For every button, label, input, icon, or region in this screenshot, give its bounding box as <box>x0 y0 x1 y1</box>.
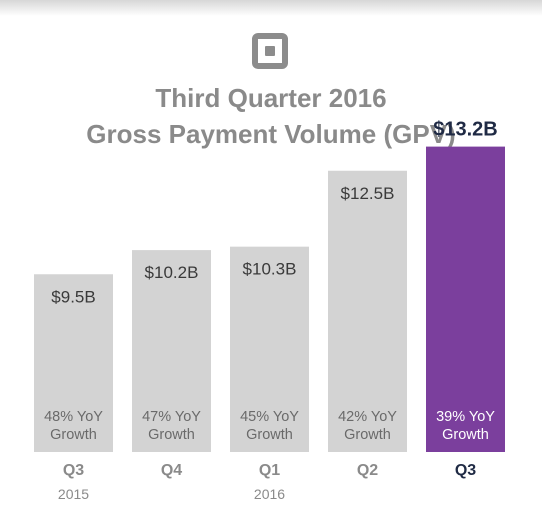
x-year-label-3: 2016 <box>254 486 285 502</box>
chart-title-line-1: Third Quarter 2016 <box>155 83 387 113</box>
bar-growth-label-3-line-1: 45% YoY <box>240 409 299 425</box>
bar-growth-label-2-line-2: Growth <box>148 427 195 443</box>
bar-value-label-2: $10.2B <box>145 263 199 282</box>
x-tick-label-2: Q4 <box>161 462 182 479</box>
x-tick-label-4: Q2 <box>357 462 378 479</box>
x-tick-label-3: Q1 <box>259 462 280 479</box>
bar-5 <box>426 146 505 452</box>
chart-title-line-2: Gross Payment Volume (GPV) <box>86 119 456 149</box>
bar-value-label-3: $10.3B <box>243 260 297 279</box>
bar-2 <box>132 250 211 452</box>
x-year-label-1: 2015 <box>58 486 89 502</box>
bar-growth-label-2-line-1: 47% YoY <box>142 409 201 425</box>
bar-value-label-4: $12.5B <box>341 184 395 203</box>
bar-growth-label-3-line-2: Growth <box>246 427 293 443</box>
bar-3 <box>230 246 309 452</box>
x-tick-label-5: Q3 <box>455 462 476 479</box>
square-logo-inner <box>265 46 275 56</box>
bar-growth-label-1-line-1: 48% YoY <box>44 409 103 425</box>
square-logo-icon <box>252 33 288 69</box>
bar-growth-label-4-line-2: Growth <box>344 427 391 443</box>
bar-value-label-5: $13.2B <box>433 119 498 141</box>
top-shadow <box>0 0 542 16</box>
x-tick-label-1: Q3 <box>63 462 84 479</box>
bar-4 <box>328 170 407 452</box>
bar-1 <box>34 274 113 452</box>
bar-growth-label-5-line-2: Growth <box>442 427 489 443</box>
bar-value-label-1: $9.5B <box>51 287 95 306</box>
bar-growth-label-4-line-1: 42% YoY <box>338 409 397 425</box>
bar-growth-label-5-line-1: 39% YoY <box>436 409 495 425</box>
bar-growth-label-1-line-2: Growth <box>50 427 97 443</box>
